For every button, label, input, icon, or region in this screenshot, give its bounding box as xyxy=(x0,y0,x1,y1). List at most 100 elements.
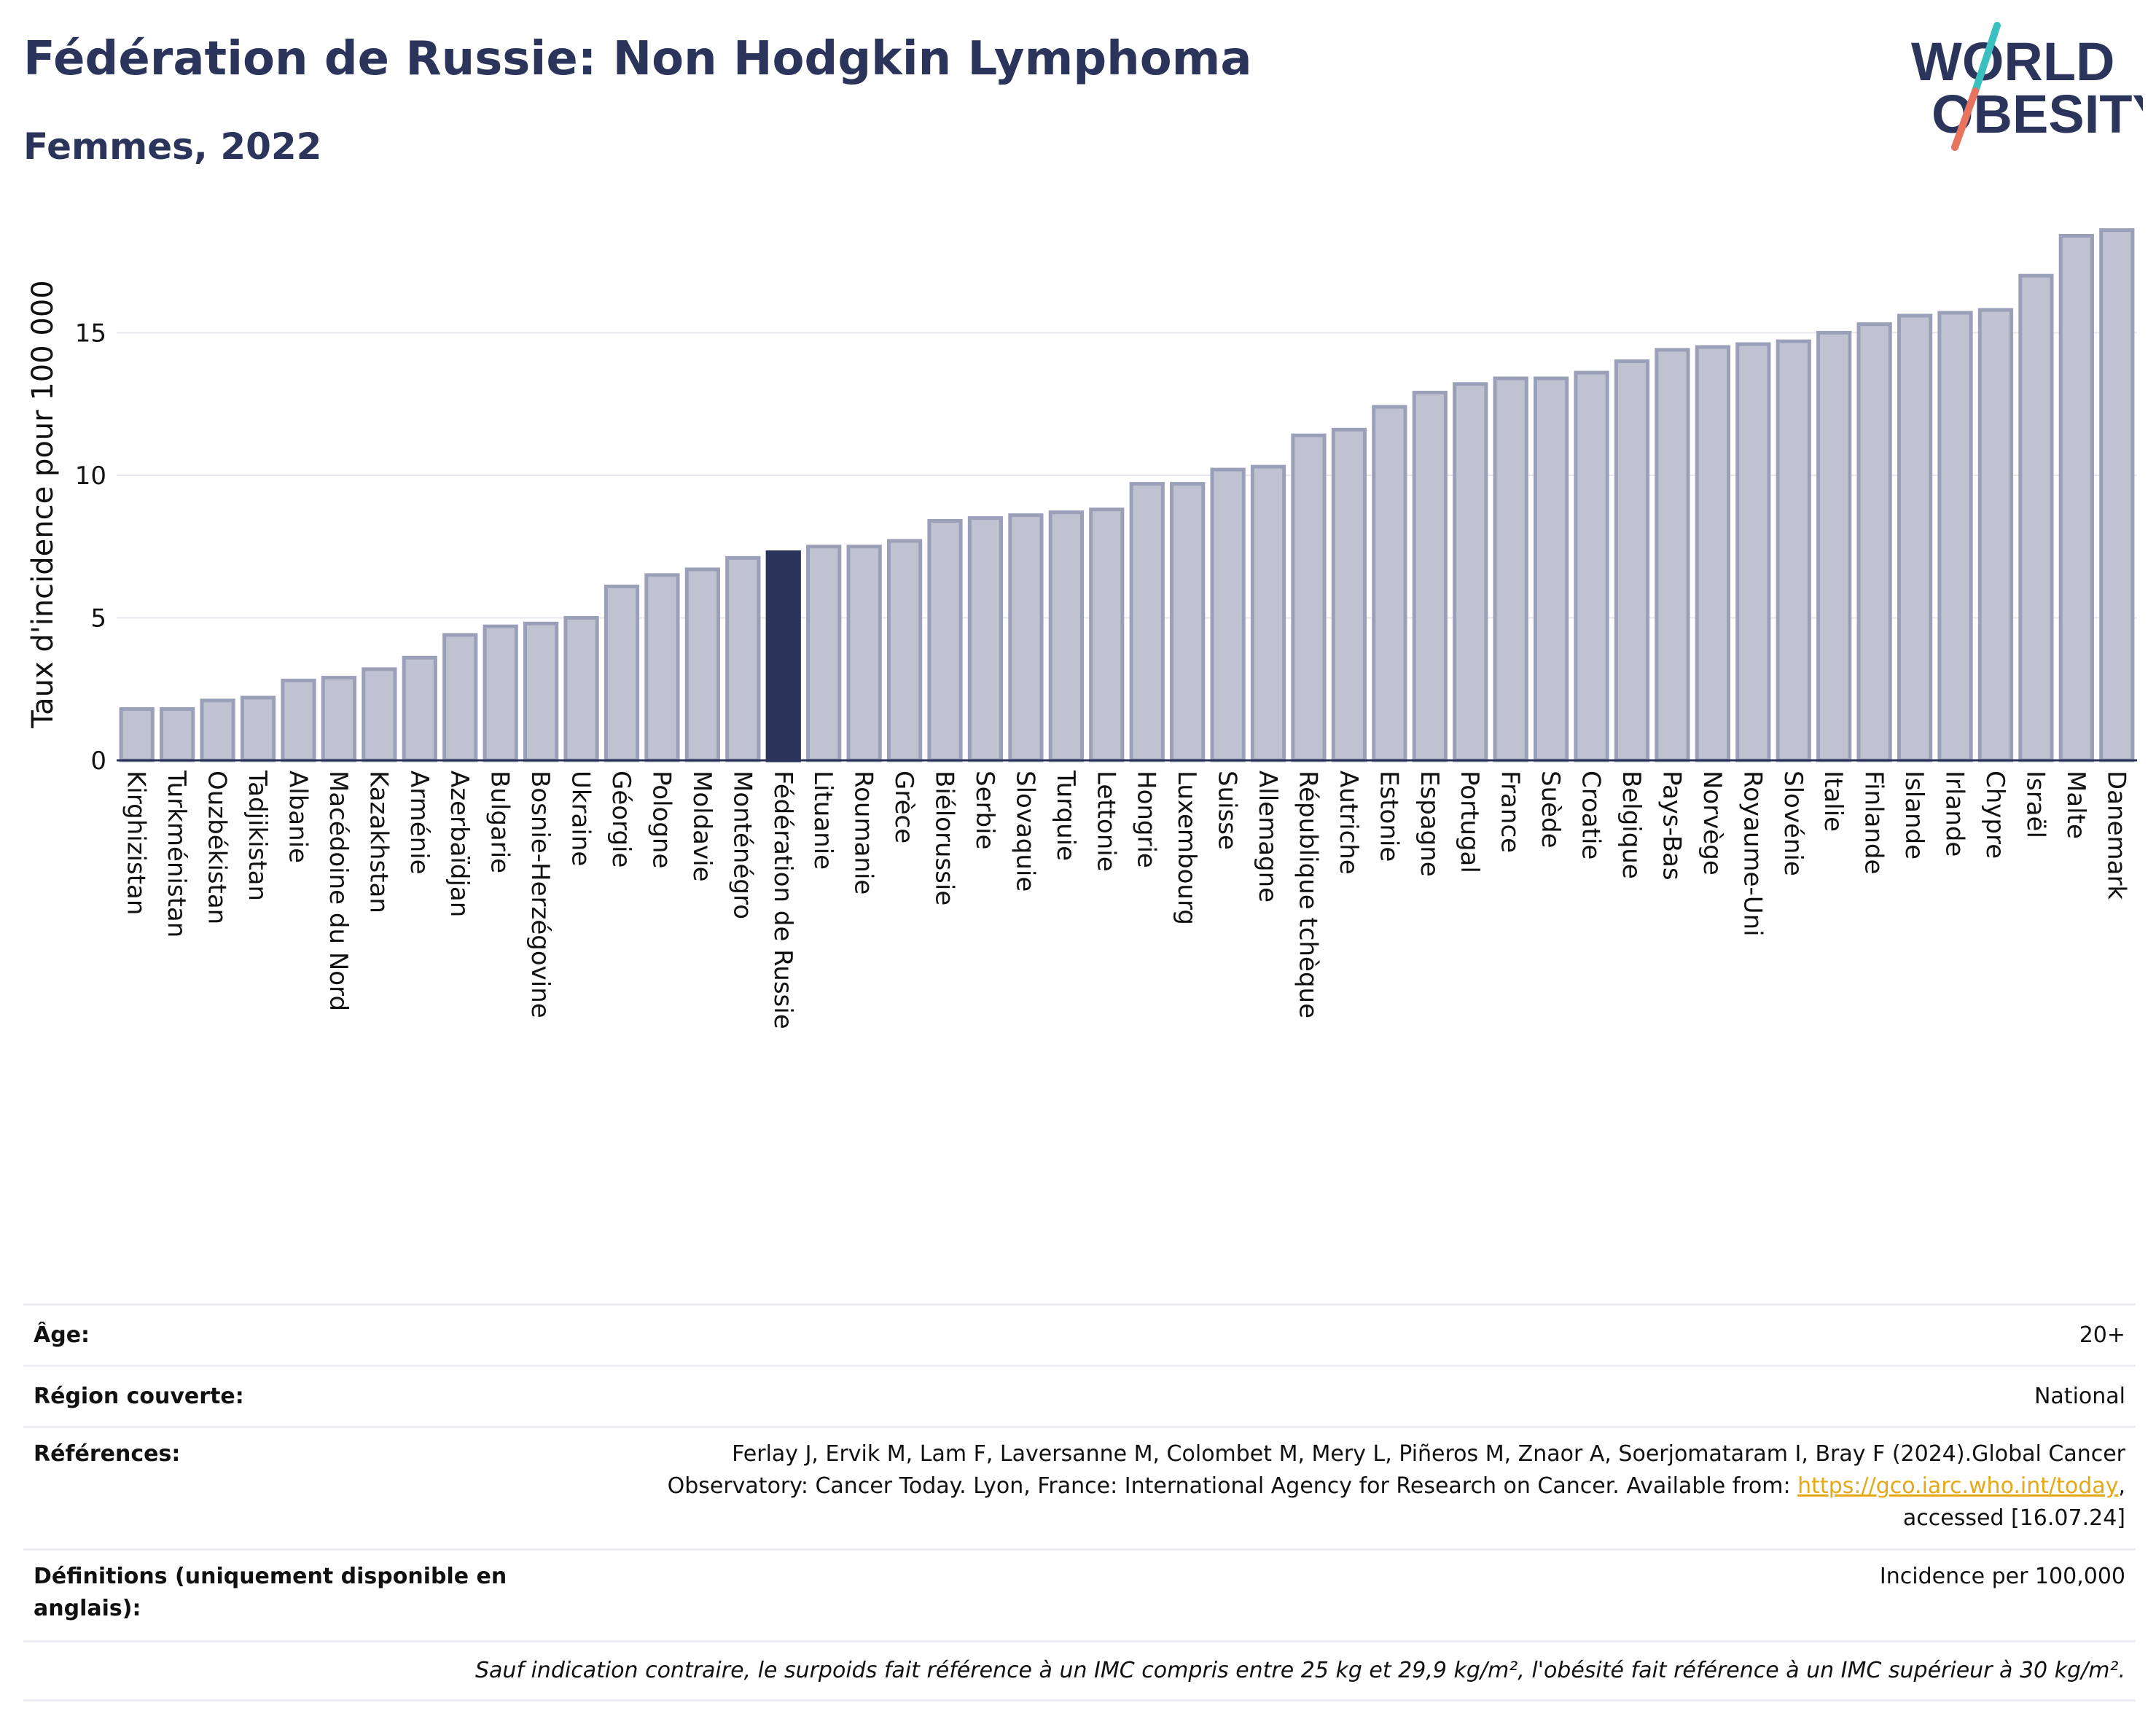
definitions-value: Incidence per 100,000 xyxy=(1879,1564,2125,1589)
region-label: Région couverte: xyxy=(34,1383,244,1409)
bar xyxy=(1574,370,1609,763)
bar xyxy=(1614,359,1650,763)
y-tick-label: 0 xyxy=(90,746,106,776)
x-tick-label: Arménie xyxy=(405,771,434,875)
y-tick-label: 10 xyxy=(75,461,106,491)
bar-chart: 0 5 10 15 Taux d'incidence pour 100 000 Kirgh… xyxy=(26,228,2137,1029)
x-tick-label: Israël xyxy=(2020,771,2050,838)
bar xyxy=(402,655,437,763)
bar xyxy=(1897,313,1933,763)
x-tick-label: Monténégro xyxy=(727,771,757,919)
bar xyxy=(1816,330,1852,763)
x-tick-label: Finlande xyxy=(1859,771,1889,874)
x-tick-label: Bulgarie xyxy=(485,771,515,873)
bar xyxy=(2099,228,2135,763)
references-line-2: Observatory: Cancer Today. Lyon, France:… xyxy=(668,1470,2125,1502)
x-tick-label: Slovaquie xyxy=(1010,771,1039,892)
x-tick-label: Pays-Bas xyxy=(1657,771,1686,881)
x-tick-label: Italie xyxy=(1819,771,1848,832)
x-tick-label: Islande xyxy=(1899,771,1929,859)
world-obesity-logo: WORLD OBESITY xyxy=(1911,22,2143,151)
bar xyxy=(1008,513,1044,763)
x-tick-label: France xyxy=(1496,771,1525,853)
x-tick-label: Kirghizistan xyxy=(122,771,151,915)
bar xyxy=(1735,342,1771,763)
bar xyxy=(927,519,963,763)
x-tick-label: Lettonie xyxy=(1091,771,1120,872)
references-line-1: Ferlay J, Ervik M, Lam F, Laversanne M, … xyxy=(732,1441,2125,1467)
y-axis-label: Taux d'incidence pour 100 000 xyxy=(26,280,60,728)
references-line-2-end: , xyxy=(2118,1473,2125,1499)
bar xyxy=(1048,510,1084,763)
x-tick-label: Biélorussie xyxy=(930,771,959,905)
bar xyxy=(1453,382,1488,763)
bar xyxy=(1493,376,1528,763)
bar xyxy=(1129,482,1165,763)
bar xyxy=(1776,339,1811,763)
bar xyxy=(321,676,357,763)
x-tick-label: Albanie xyxy=(283,771,312,863)
x-tick-label: Turkménistan xyxy=(162,770,191,937)
bar xyxy=(1089,507,1125,763)
bar xyxy=(1331,427,1367,763)
x-tick-label: Danemark xyxy=(2101,771,2130,900)
region-value: National xyxy=(2034,1383,2125,1409)
bar xyxy=(604,584,640,763)
x-tick-label: Autriche xyxy=(1334,771,1363,875)
bar xyxy=(119,707,155,763)
chart-subtitle: Femmes, 2022 xyxy=(23,125,322,168)
references-link[interactable]: https://gco.iarc.who.int/today xyxy=(1797,1473,2119,1499)
x-tick-label: Ukraine xyxy=(566,771,595,866)
x-tick-label: Fédération de Russie xyxy=(768,771,797,1029)
bar xyxy=(160,707,195,763)
bar xyxy=(1291,433,1327,763)
x-tick-label: Espagne xyxy=(1415,771,1444,877)
bar xyxy=(1977,308,2014,763)
x-tick-label: Portugal xyxy=(1455,771,1484,873)
x-tick-label: Turquie xyxy=(1051,770,1080,861)
x-tick-label: Grèce xyxy=(889,771,918,843)
bar xyxy=(1655,348,1690,763)
x-tick-label: Allemagne xyxy=(1253,771,1282,902)
bar xyxy=(1937,311,1973,763)
bar xyxy=(1250,464,1286,763)
bar xyxy=(2058,233,2094,763)
x-tick-label: Pologne xyxy=(647,771,676,868)
bar xyxy=(725,555,761,763)
bar xyxy=(1210,467,1246,763)
x-tick-label: Bosnie-Herzégovine xyxy=(526,771,555,1018)
x-tick-label: Irlande xyxy=(1940,771,1969,857)
x-tick-label: Belgique xyxy=(1617,771,1646,879)
info-row-age: Âge: 20+ xyxy=(23,1303,2136,1365)
x-tick-label: Ouzbékistan xyxy=(203,771,232,924)
logo-slash-teal xyxy=(1972,22,2001,95)
bar xyxy=(1170,482,1206,763)
x-tick-label: Luxembourg xyxy=(1172,771,1201,925)
x-tick-label: Hongrie xyxy=(1132,771,1161,868)
x-tick-label: Estonie xyxy=(1374,771,1403,862)
obesity-definition-note: Sauf indication contraire, le surpoids f… xyxy=(474,1658,2125,1683)
bar xyxy=(2018,273,2054,763)
bar xyxy=(886,539,923,763)
x-tick-label: Kazakhstan xyxy=(364,771,393,913)
x-tick-label: Chypre xyxy=(1980,771,2009,859)
info-row-references: Références: Ferlay J, Ervik M, Lam F, La… xyxy=(23,1426,2136,1548)
logo-slash-coral xyxy=(1951,87,1979,151)
bar xyxy=(442,633,478,763)
bar xyxy=(1412,391,1448,763)
y-tick-label: 5 xyxy=(90,604,106,633)
x-tick-label: Moldavie xyxy=(687,771,716,882)
references-line-3: accessed [16.07.24] xyxy=(1902,1505,2125,1531)
info-row-region: Région couverte: National xyxy=(23,1365,2136,1426)
references-line-2-text: Observatory: Cancer Today. Lyon, France:… xyxy=(667,1473,1791,1499)
bar xyxy=(483,624,518,763)
bar-highlighted xyxy=(765,550,801,763)
x-tick-label: République tchèque xyxy=(1293,771,1322,1018)
info-table: Âge: 20+ Région couverte: National Référ… xyxy=(23,1303,2136,1701)
x-tick-label: Roumanie xyxy=(849,771,878,894)
x-tick-label: Serbie xyxy=(970,771,999,849)
x-tick-label: Croatie xyxy=(1577,771,1606,859)
bar xyxy=(281,679,316,763)
bar xyxy=(523,621,559,763)
bar xyxy=(684,567,721,763)
